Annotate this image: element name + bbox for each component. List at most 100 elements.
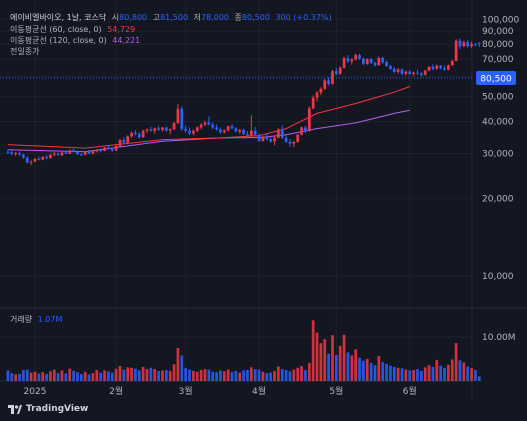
volume-bar — [41, 372, 45, 381]
candle — [392, 66, 396, 74]
volume-bar — [447, 364, 450, 381]
candle — [296, 133, 300, 143]
candle-body — [311, 97, 315, 109]
volume-bar — [381, 362, 385, 381]
prev-close-legend[interactable]: 전일종가 — [10, 46, 42, 57]
candle-body — [176, 108, 180, 124]
volume-bar — [157, 370, 160, 381]
candle-body — [195, 127, 199, 131]
volume-bar — [365, 359, 369, 381]
volume-bar — [458, 360, 462, 381]
symbol-title[interactable]: 에이비엘바이오, 1날, 코스닥 — [10, 13, 107, 22]
candle — [257, 133, 261, 142]
candle — [103, 147, 106, 152]
candle-body — [180, 108, 184, 129]
candle-body — [207, 122, 211, 125]
volume-bar — [60, 370, 64, 381]
candle — [99, 148, 103, 153]
candle-body — [22, 154, 25, 158]
candle-body — [458, 40, 462, 47]
volume-bar — [18, 373, 21, 381]
candle — [211, 122, 215, 129]
last-price-tag[interactable]: 80,500 — [476, 71, 516, 85]
volume-bar — [110, 372, 114, 381]
candle — [253, 126, 257, 136]
volume-bar — [64, 373, 68, 381]
candle-body — [404, 71, 408, 74]
candle — [427, 65, 431, 72]
candle-body — [284, 137, 288, 142]
volume-bar — [327, 353, 330, 381]
ma60-legend[interactable]: 이동평균선 (60, close, 0) 54,729 — [10, 24, 138, 35]
candle — [431, 64, 435, 71]
candle-body — [215, 127, 218, 130]
candle-body — [114, 145, 118, 151]
candle-body — [346, 58, 350, 62]
candle-body — [327, 80, 330, 84]
candle — [416, 69, 419, 75]
volume-bar — [462, 362, 466, 381]
candle — [110, 147, 114, 152]
candle-body — [6, 151, 10, 153]
candle-body — [408, 71, 412, 75]
price-tick-label: 70,000 — [482, 55, 514, 65]
ma120-label: 이동평균선 (120, close, 0) — [10, 36, 107, 45]
price-tick-label: 80,000 — [482, 40, 514, 50]
price-tick-label: 100,000 — [482, 15, 519, 25]
volume-bar — [33, 371, 37, 381]
time-tick-label: 6월 — [403, 385, 417, 397]
candle — [33, 158, 37, 163]
candle-body — [49, 154, 52, 159]
candle — [195, 126, 199, 132]
candle — [37, 156, 41, 161]
volume-bar — [408, 370, 412, 381]
candle-body — [381, 57, 385, 63]
tradingview-watermark[interactable]: TradingView — [8, 404, 88, 414]
candle — [126, 135, 130, 144]
volume-bar — [141, 366, 145, 381]
candle-body — [219, 129, 222, 133]
candle — [230, 123, 234, 130]
candle — [226, 125, 230, 132]
volume-bar — [164, 370, 168, 381]
volume-bar — [149, 367, 153, 381]
candle — [373, 61, 377, 67]
candle — [342, 56, 346, 69]
candle — [6, 149, 10, 155]
volume-legend[interactable]: 거래량 1.07M — [10, 314, 65, 325]
candle — [381, 56, 385, 64]
volume-bar — [427, 365, 431, 381]
candle — [389, 64, 392, 70]
candle — [203, 120, 207, 127]
candle — [334, 67, 338, 76]
candle — [319, 87, 323, 96]
candle — [311, 95, 315, 110]
volume-bar — [419, 370, 423, 381]
candle — [354, 53, 358, 61]
candle-body — [342, 58, 346, 68]
candle — [222, 129, 226, 134]
ma120-legend[interactable]: 이동평균선 (120, close, 0) 44,221 — [10, 35, 143, 46]
volume-bar — [331, 335, 334, 381]
candle-body — [261, 136, 265, 141]
volume-bar — [192, 370, 195, 381]
candle-body — [462, 42, 466, 47]
time-tick-label: 2월 — [109, 385, 123, 397]
volume-bar — [14, 374, 18, 381]
candle-body — [184, 128, 188, 131]
volume-bar — [49, 371, 52, 381]
candle-body — [439, 65, 443, 69]
volume-bar — [350, 355, 354, 381]
candle — [207, 116, 211, 126]
candle — [107, 145, 110, 150]
volume-bar — [296, 367, 300, 381]
volume-bar — [172, 364, 176, 381]
candle — [141, 129, 145, 138]
candle — [450, 59, 454, 67]
candle-body — [134, 132, 137, 135]
candle-body — [292, 141, 296, 144]
volume-bar — [477, 376, 481, 381]
candle-body — [95, 150, 99, 152]
